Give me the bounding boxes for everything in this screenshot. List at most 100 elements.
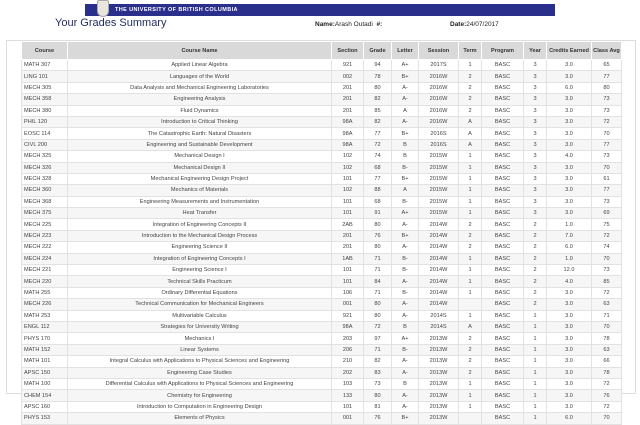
table-cell: Integral Calculus with Applications to P… (67, 355, 332, 368)
table-cell: MECH 220 (21, 275, 68, 288)
table-cell: 3.0 (546, 400, 592, 414)
table-cell: 1 (458, 377, 482, 391)
table-cell: 12.0 (546, 264, 592, 277)
table-cell: BASC (481, 127, 524, 140)
table-cell: 2014W (418, 298, 459, 311)
table-cell: BASC (481, 195, 524, 209)
table-cell: A- (391, 355, 419, 368)
table-cell: 3.0 (546, 115, 592, 129)
table-cell: 921 (331, 58, 364, 72)
table-cell: BASC (481, 412, 524, 425)
table-cell: 68 (363, 161, 392, 174)
grades-panel: Course Course Name Section Grade Letter Sessi… (6, 40, 636, 425)
table-cell: MECH 221 (21, 264, 68, 277)
table-cell: 73 (591, 150, 622, 163)
table-cell: 101 (331, 400, 364, 414)
table-cell: 2 (458, 218, 482, 231)
table-row: APSC 160 Introduction to Computation in E… (21, 400, 622, 414)
table-cell: 4.0 (546, 150, 592, 163)
table-row: PHIL 120 Introduction to Critical Thinkin… (21, 115, 622, 129)
table-cell: 3 (523, 104, 547, 117)
table-cell: 2015W (418, 195, 459, 209)
table-cell: 3 (523, 161, 547, 174)
table-cell: 001 (331, 412, 364, 425)
table-cell: 3.0 (546, 320, 592, 334)
table-row: MATH 152 Linear Systems 206 71 B- 2013W 2 BASC 1… (21, 343, 622, 357)
table-cell: 3.0 (546, 389, 592, 402)
table-cell: A- (391, 241, 419, 254)
table-row: MECH 224 Integration of Engineering Conce… (21, 252, 622, 266)
table-cell: 65 (591, 58, 622, 72)
table-cell: 3 (523, 184, 547, 197)
table-cell: B- (391, 195, 419, 209)
table-cell: 2 (523, 218, 547, 231)
table-cell: 3.0 (546, 355, 592, 368)
table-cell: 72 (363, 320, 392, 334)
table-cell: A (391, 184, 419, 197)
table-cell: A- (391, 298, 419, 311)
table-cell: A- (391, 115, 419, 129)
table-cell: 1.0 (546, 252, 592, 266)
table-cell: LING 101 (21, 70, 68, 83)
table-row: MECH 222 Engineering Science II 201 80 A- 201… (21, 241, 622, 254)
table-cell: Engineering Science I (67, 264, 332, 277)
table-cell: A (458, 138, 482, 152)
table-cell: 2 (523, 241, 547, 254)
university-name: THE UNIVERSITY OF BRITISH COLUMBIA (115, 7, 238, 13)
table-cell: Integration of Engineering Concepts I (67, 252, 332, 266)
table-cell: 73 (591, 93, 622, 106)
table-cell: Engineering Analysis (67, 93, 332, 106)
table-cell: 78 (363, 70, 392, 83)
table-cell: 2013W (418, 412, 459, 425)
table-cell: 6.0 (546, 81, 592, 95)
table-cell: 201 (331, 241, 364, 254)
table-cell: 1 (458, 58, 482, 72)
table-cell: Integration of Engineering Concepts II (67, 218, 332, 231)
table-cell: 2013W (418, 332, 459, 345)
table-cell: 7.0 (546, 229, 592, 243)
table-cell: 3 (523, 207, 547, 220)
table-cell: 2016W (418, 93, 459, 106)
table-cell: Engineering Case Studies (67, 366, 332, 379)
table-cell: 106 (331, 286, 364, 300)
table-cell: 84 (363, 275, 392, 288)
table-cell: 1 (523, 377, 547, 391)
table-cell: 73 (363, 377, 392, 391)
table-cell: 2015W (418, 161, 459, 174)
table-cell: 3 (523, 172, 547, 186)
table-cell: BASC (481, 104, 524, 117)
table-cell: 71 (363, 343, 392, 357)
table-cell: 6.0 (546, 412, 592, 425)
table-cell: 3.0 (546, 377, 592, 391)
table-cell: 1 (458, 400, 482, 414)
table-cell: BASC (481, 298, 524, 311)
table-cell: MECH 222 (21, 241, 68, 254)
table-cell: 3 (523, 127, 547, 140)
table-cell: 206 (331, 343, 364, 357)
table-row: MECH 368 Engineering Measurements and Ins… (21, 195, 622, 209)
table-cell: BASC (481, 70, 524, 83)
table-cell: 72 (591, 286, 622, 300)
table-cell: 97 (363, 332, 392, 345)
column-header: Grade (363, 41, 392, 60)
table-cell: 3.0 (546, 286, 592, 300)
table-cell: 1.0 (546, 218, 592, 231)
table-cell: 77 (363, 172, 392, 186)
table-cell: Introduction to the Mechanical Design Pr… (67, 229, 332, 243)
table-cell: 2AB (331, 218, 364, 231)
table-cell: 78 (591, 366, 622, 379)
table-cell: BASC (481, 150, 524, 163)
table-cell: Engineering and Sustainable Development (67, 138, 332, 152)
table-cell: 2 (523, 298, 547, 311)
table-cell: 3.0 (546, 207, 592, 220)
table-cell: 101 (331, 275, 364, 288)
table-cell: 2014W (418, 275, 459, 288)
table-cell: 3 (523, 93, 547, 106)
table-cell: A (458, 320, 482, 334)
table-cell: A- (391, 309, 419, 323)
table-cell: BASC (481, 93, 524, 106)
table-cell: 2014W (418, 252, 459, 266)
table-cell: 3.0 (546, 172, 592, 186)
table-cell: 2 (523, 275, 547, 288)
table-cell: 2 (458, 366, 482, 379)
